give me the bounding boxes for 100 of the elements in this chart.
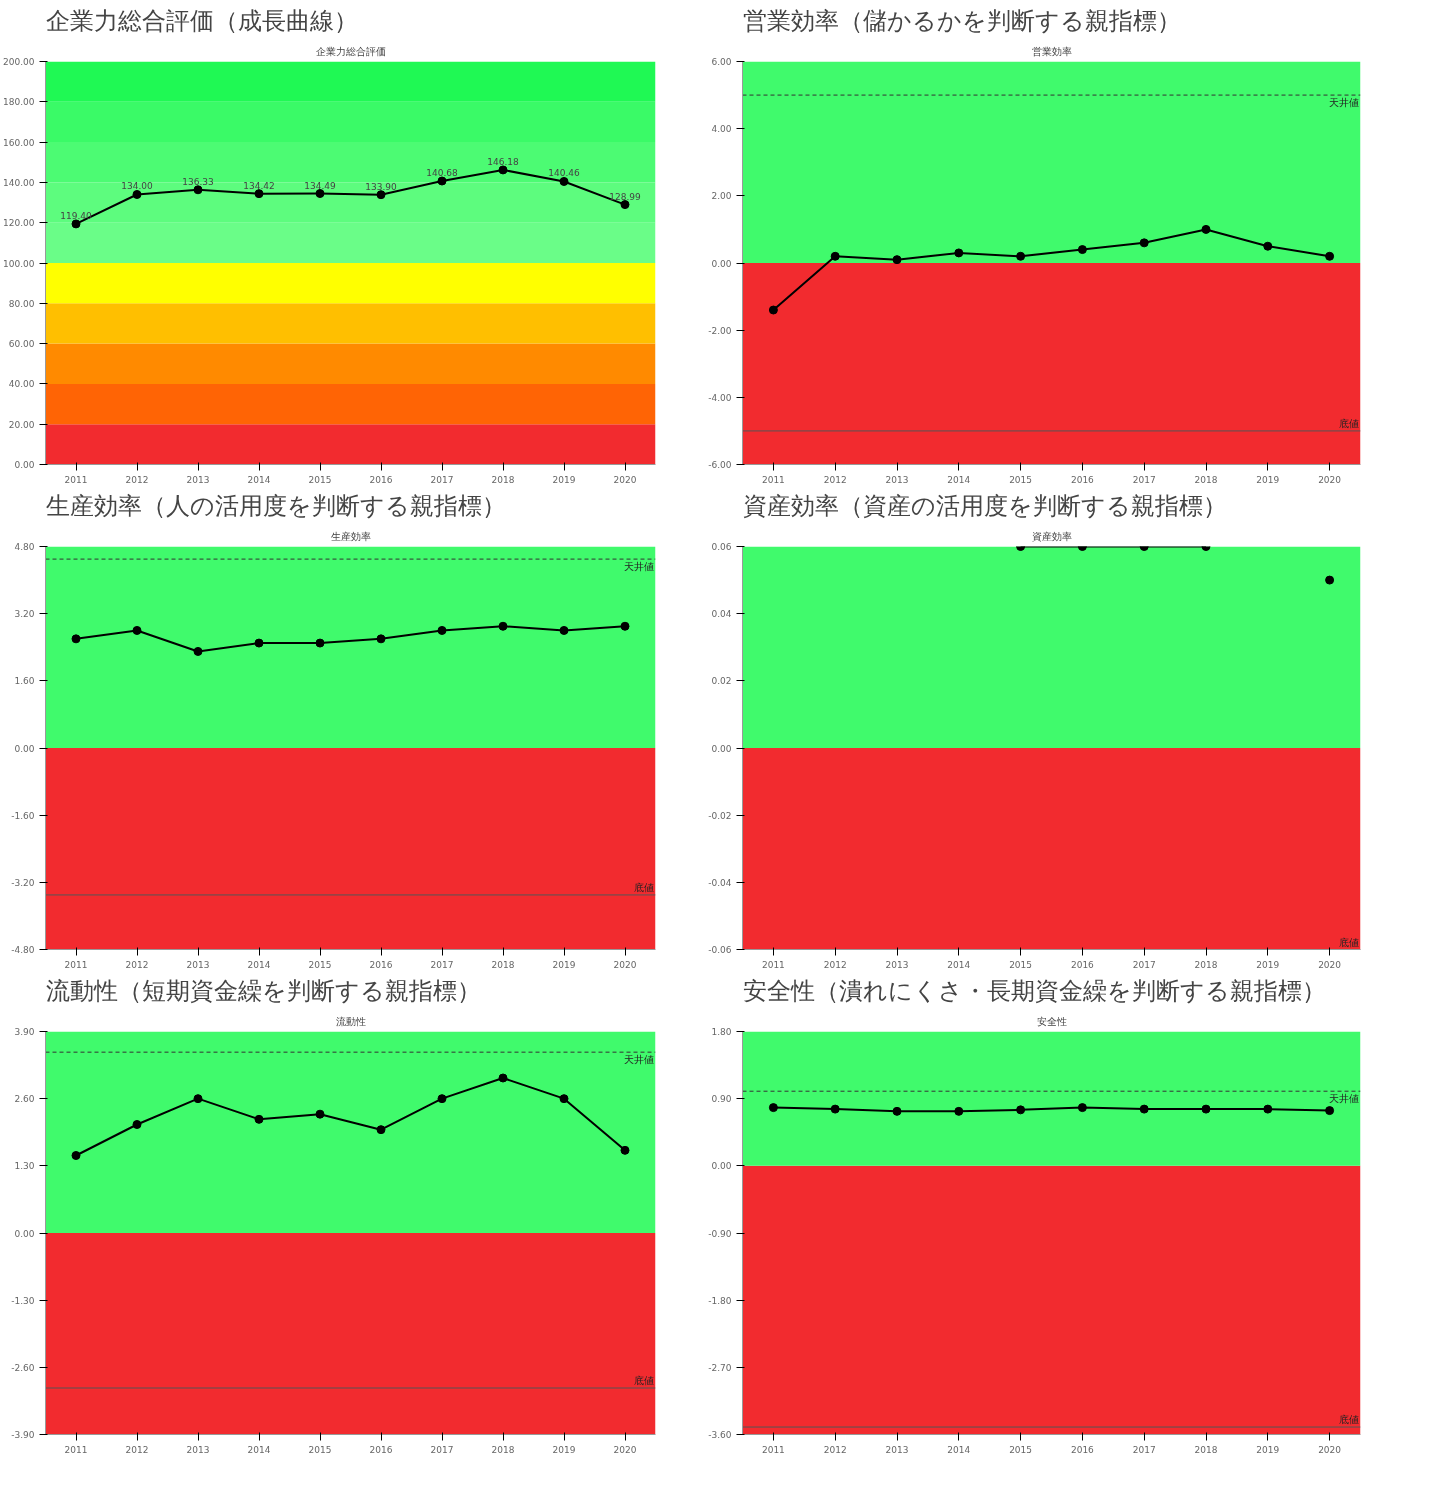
ref-line-label: 底値 [633,881,654,893]
x-tick-label: 2013 [885,474,909,485]
y-tick-label: 3.90 [14,1027,35,1037]
y-tick-label: 40.00 [8,379,35,390]
chart-subtitle: 生産効率 [330,530,371,542]
x-tick-label: 2016 [369,474,393,485]
x-tick-label: 2013 [186,1444,210,1455]
x-tick-label: 2013 [186,474,210,485]
chart-subtitle: 企業力総合評価 [315,45,386,57]
ref-line-label: 天井値 [623,561,654,573]
y-tick-label: 0.04 [711,609,732,620]
x-tick-label: 2017 [430,1444,454,1455]
x-tick-label: 2017 [1132,474,1156,485]
x-tick-label: 2018 [1194,474,1218,485]
x-tick-label: 2015 [308,1444,332,1455]
x-tick-label: 2019 [1256,959,1280,970]
x-tick-label: 2015 [1009,474,1033,485]
ref-line-label: 天井値 [1328,1093,1359,1105]
x-tick-label: 2014 [247,959,271,970]
y-tick-label: 0.02 [711,676,732,687]
ref-line-label: 底値 [633,1375,654,1386]
y-tick-label: -0.02 [708,810,732,821]
y-tick-label: 6.00 [711,57,732,67]
x-tick-label: 2011 [64,959,88,970]
text: 136.33 [182,176,214,187]
y-tick-label: -3.90 [11,1430,35,1440]
ref-line-label: 天井値 [623,1054,654,1066]
ref-line-label: 底値 [1338,936,1359,948]
y-tick-label: 0.00 [711,743,732,754]
x-tick-label: 2019 [552,959,576,970]
y-tick-label: 180.00 [3,97,35,108]
x-tick-label: 2017 [430,959,454,970]
text: 134.00 [121,181,153,192]
x-tick-label: 2018 [1194,1444,1218,1455]
x-tick-label: 2015 [308,474,332,485]
y-tick-label: -0.06 [708,945,732,955]
x-tick-label: 2012 [823,1444,847,1455]
x-tick-label: 2014 [947,1444,971,1455]
y-tick-label: 4.80 [14,542,35,552]
y-tick-label: -0.90 [708,1228,732,1239]
x-tick-label: 2020 [613,474,637,485]
chart-title: 安全性（潰れにくさ・長期資金繰を判断する親指標） [742,977,1326,1004]
y-tick-label: 160.00 [3,137,35,148]
y-tick-label: 1.80 [711,1027,732,1037]
x-tick-label: 2020 [1318,474,1342,485]
chart-subtitle: 流動性 [335,1015,366,1027]
text: 134.42 [243,180,275,191]
chart-title: 流動性（短期資金繰を判断する親指標） [45,977,481,1004]
y-tick-label: 0.00 [711,258,732,269]
x-tick-label: 2018 [491,959,515,970]
y-tick-label: 0.06 [711,542,732,552]
chart-title: 資産効率（資産の活用度を判断する親指標） [742,492,1227,519]
y-tick-label: -0.04 [708,877,732,888]
x-tick-label: 2018 [491,474,515,485]
y-tick-label: -1.80 [708,1295,732,1306]
x-tick-label: 2017 [1132,1444,1156,1455]
chart-title: 生産効率（人の活用度を判断する親指標） [45,492,506,519]
x-tick-label: 2012 [823,959,847,970]
y-tick-label: 60.00 [8,339,35,350]
x-tick-label: 2016 [369,959,393,970]
x-tick-label: 2011 [761,959,785,970]
x-tick-label: 2018 [491,1444,515,1455]
y-tick-label: -3.60 [708,1430,732,1440]
x-tick-label: 2019 [552,1444,576,1455]
x-tick-label: 2020 [1318,959,1342,970]
x-tick-label: 2016 [1070,959,1095,970]
y-tick-label: 120.00 [3,218,35,229]
x-tick-label: 2012 [125,959,149,970]
x-tick-label: 2012 [125,1444,149,1455]
y-tick-label: -1.60 [11,810,35,821]
x-tick-label: 2012 [823,474,847,485]
y-tick-label: 0.00 [14,1228,35,1239]
y-tick-label: -2.70 [708,1362,732,1373]
x-tick-label: 2016 [1070,1444,1095,1455]
x-tick-label: 2015 [1009,1444,1033,1455]
y-tick-label: -3.20 [11,877,35,888]
x-tick-label: 2011 [64,1444,88,1455]
x-tick-label: 2014 [947,959,971,970]
y-tick-label: 0.90 [711,1094,732,1105]
x-tick-label: 2016 [369,1444,393,1455]
y-tick-label: 100.00 [3,258,35,269]
x-tick-label: 2020 [1318,1444,1342,1455]
y-tick-label: 2.00 [711,191,732,202]
text: 140.68 [426,168,458,179]
text: 128.99 [609,191,641,202]
x-tick-label: 2013 [885,959,909,970]
x-tick-label: 2019 [1256,1444,1280,1455]
text: 133.90 [365,181,397,192]
y-tick-label: 0.00 [14,460,35,470]
y-tick-label: 0.00 [14,743,35,754]
ref-line-label: 底値 [1338,1414,1359,1426]
y-tick-label: 1.60 [14,676,35,687]
x-tick-label: 2015 [1009,959,1033,970]
y-tick-label: 4.00 [711,124,732,135]
chart-subtitle: 資産効率 [1031,530,1072,542]
x-tick-label: 2011 [761,1444,785,1455]
x-tick-label: 2014 [247,474,271,485]
x-tick-label: 2014 [247,1444,271,1455]
y-tick-label: -4.00 [708,392,732,403]
chart-title: 企業力総合評価（成長曲線） [45,7,358,34]
